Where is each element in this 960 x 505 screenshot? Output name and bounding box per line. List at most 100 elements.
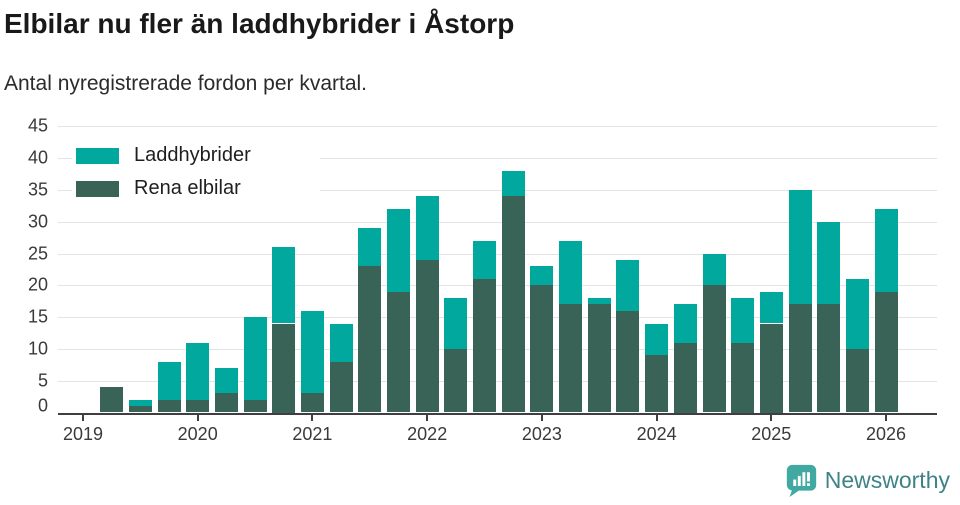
x-tick-2019: [82, 414, 84, 421]
bar-laddhybrider-2023-Q1: [530, 266, 554, 286]
bar-laddhybrider-2025-Q3: [817, 221, 841, 305]
y-axis-label-5: 5: [37, 370, 48, 391]
x-axis-label-2022: 2022: [407, 423, 448, 444]
y-axis-label-30: 30: [27, 211, 48, 232]
bar-rena-elbilar-2019-Q2: [100, 387, 124, 413]
x-tick-2026: [885, 414, 887, 421]
bar-laddhybrider-2020-Q4: [272, 247, 296, 324]
bar-rena-elbilar-2023-Q3: [587, 304, 611, 413]
y-axis-label-25: 25: [27, 243, 48, 263]
y-axis-label-15: 15: [27, 306, 48, 327]
bar-rena-elbilar-2026-Q1: [874, 291, 898, 413]
gridline-y-30: [58, 221, 937, 223]
bar-laddhybrider-2020-Q3: [243, 317, 267, 400]
x-tick-2021: [311, 414, 314, 421]
legend: Laddhybrider Rena elbilar: [72, 138, 320, 208]
bar-laddhybrider-2023-Q4: [616, 259, 640, 311]
newsworthy-logo: Newsworthy: [785, 464, 950, 497]
bar-rena-elbilar-2021-Q3: [358, 266, 382, 413]
gridline-y-35: [58, 189, 937, 191]
bar-rena-elbilar-2024-Q2: [673, 342, 697, 413]
legend-swatch-rena-elbilar: [76, 180, 119, 197]
bar-laddhybrider-2024-Q3: [702, 253, 726, 286]
x-axis-label-2024: 2024: [636, 423, 677, 444]
bar-laddhybrider-2024-Q1: [645, 323, 669, 356]
x-axis-label-2019: 2019: [62, 423, 104, 444]
x-tick-2020: [196, 414, 199, 421]
bar-rena-elbilar-2020-Q1: [186, 399, 210, 413]
bar-laddhybrider-2024-Q4: [731, 298, 755, 343]
bar-laddhybrider-2025-Q1: [759, 291, 783, 324]
bar-rena-elbilar-2024-Q1: [645, 355, 669, 413]
x-axis-label-2026: 2026: [865, 423, 907, 444]
x-axis-label-2021: 2021: [292, 423, 333, 444]
bar-rena-elbilar-2020-Q4: [272, 323, 296, 413]
bar-rena-elbilar-2023-Q4: [616, 310, 640, 413]
bar-laddhybrider-2021-Q3: [358, 228, 382, 267]
bar-rena-elbilar-2024-Q4: [731, 342, 755, 413]
bar-laddhybrider-2022-Q4: [501, 170, 525, 197]
bar-rena-elbilar-2021-Q1: [300, 393, 324, 413]
bar-rena-elbilar-2025-Q1: [759, 323, 783, 413]
y-axis-label-0: 0: [37, 395, 48, 415]
bar-laddhybrider-2021-Q4: [387, 209, 410, 292]
bar-rena-elbilar-2021-Q2: [329, 361, 353, 413]
bar-laddhybrider-2019-Q4: [157, 361, 181, 400]
gridline-y-45: [58, 126, 937, 128]
y-axis-label-40: 40: [27, 147, 48, 168]
bar-laddhybrider-2020-Q2: [214, 368, 238, 394]
legend-label-rena-elbilar: Rena elbilar: [134, 177, 241, 199]
gridline-y-25: [58, 253, 937, 255]
legend-item-laddhybrider: Laddhybrider: [76, 144, 316, 167]
gridline-y-10: [58, 348, 937, 350]
newsworthy-speech-bubble-icon: [786, 464, 816, 497]
chart-title: Elbilar nu fler än laddhybrider i Åstorp: [4, 8, 515, 39]
legend-item-rena-elbilar: Rena elbilar: [76, 177, 316, 200]
y-axis-label-35: 35: [27, 179, 48, 200]
x-axis-label-2025: 2025: [751, 423, 792, 444]
gridline-y-15: [58, 317, 937, 319]
bar-rena-elbilar-2024-Q3: [702, 285, 726, 413]
bar-rena-elbilar-2022-Q4: [501, 196, 525, 413]
x-axis-line: [58, 412, 937, 415]
y-axis-label-20: 20: [27, 274, 48, 295]
bar-rena-elbilar-2020-Q3: [243, 399, 267, 413]
bar-laddhybrider-2022-Q2: [444, 298, 468, 349]
legend-label-laddhybrider: Laddhybrider: [134, 144, 251, 166]
bar-rena-elbilar-2025-Q3: [817, 304, 841, 413]
gridline-y-5: [58, 380, 937, 382]
chart-subtitle: Antal nyregistrerade fordon per kvartal.: [4, 72, 368, 95]
bar-rena-elbilar-2022-Q2: [444, 348, 468, 413]
bar-rena-elbilar-2025-Q4: [845, 348, 869, 413]
bar-laddhybrider-2020-Q1: [186, 342, 210, 400]
y-axis-label-10: 10: [27, 338, 48, 359]
bar-rena-elbilar-2021-Q4: [387, 291, 410, 413]
bar-laddhybrider-2023-Q3: [587, 298, 611, 305]
bar-rena-elbilar-2023-Q1: [530, 285, 554, 413]
bar-rena-elbilar-2023-Q2: [559, 304, 583, 413]
bar-laddhybrider-2025-Q4: [845, 278, 869, 349]
y-axis-label-45: 45: [27, 115, 48, 136]
gridline-y-20: [58, 285, 937, 287]
bar-rena-elbilar-2022-Q1: [415, 259, 439, 413]
x-tick-2023: [540, 414, 543, 421]
bar-laddhybrider-2019-Q3: [128, 399, 152, 407]
bar-laddhybrider-2021-Q2: [329, 323, 353, 362]
bar-rena-elbilar-2022-Q3: [473, 278, 496, 413]
bar-laddhybrider-2022-Q3: [473, 240, 496, 279]
gridline-y-40: [58, 158, 937, 160]
bar-laddhybrider-2024-Q2: [673, 304, 697, 343]
bar-laddhybrider-2023-Q2: [559, 240, 583, 305]
bar-rena-elbilar-2019-Q4: [157, 399, 181, 413]
x-tick-2025: [770, 414, 773, 421]
x-axis-label-2020: 2020: [177, 423, 218, 444]
newsworthy-logo-text: Newsworthy: [824, 467, 950, 493]
bar-laddhybrider-2022-Q1: [415, 196, 439, 260]
bar-rena-elbilar-2025-Q2: [788, 304, 812, 413]
x-axis-label-2023: 2023: [521, 423, 562, 444]
legend-swatch-laddhybrider: [76, 147, 119, 164]
bar-rena-elbilar-2019-Q3: [128, 406, 152, 413]
bar-laddhybrider-2025-Q2: [788, 189, 812, 305]
